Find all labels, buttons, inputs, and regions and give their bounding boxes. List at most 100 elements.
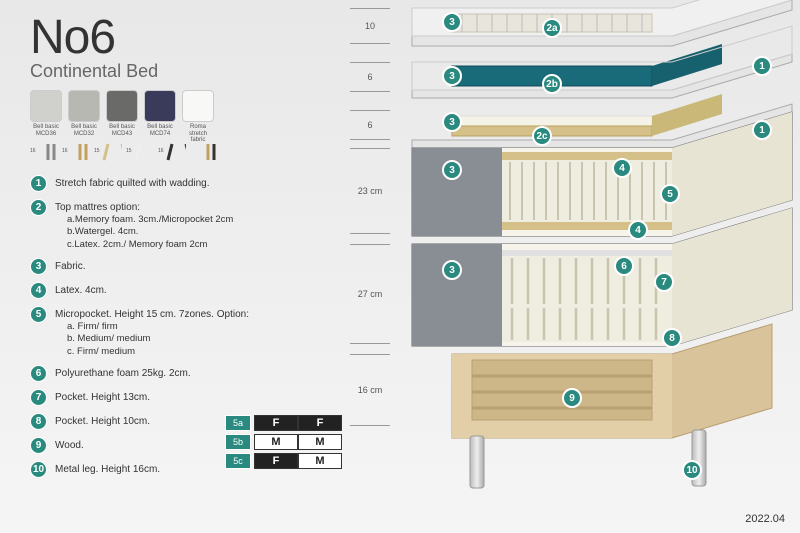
diagram-marker: 3 xyxy=(442,160,462,180)
layer-stack: 32a132b32c134543678910 xyxy=(392,0,800,533)
spec-text: Fabric. xyxy=(55,258,86,275)
height-segment: 10 xyxy=(350,8,390,44)
spec-sub: c.Latex. 2cm./ Memory foam 2cm xyxy=(55,239,233,251)
metal-legs xyxy=(470,430,706,488)
leg-option: 16 xyxy=(62,142,90,164)
swatch-color xyxy=(144,90,176,122)
diagram-marker: 8 xyxy=(662,328,682,348)
swatch-color xyxy=(30,90,62,122)
leg-height: 16 xyxy=(30,148,36,154)
firmness-row: 5aFF xyxy=(225,415,342,431)
diagram-marker: 7 xyxy=(654,272,674,292)
spec-sub: a. Firm/ firm xyxy=(55,321,249,333)
exploded-diagram: 10 6 6 23 cm 27 cm 16 cm xyxy=(350,0,800,533)
spec-item: 6 Polyurethane foam 25kg. 2cm. xyxy=(30,365,310,382)
spec-text: Polyurethane foam 25kg. 2cm. xyxy=(55,365,191,382)
diagram-marker: 1 xyxy=(752,120,772,140)
leg-height: 16 xyxy=(158,148,164,154)
spec-badge: 6 xyxy=(30,365,47,382)
leg-height: 15 xyxy=(126,148,132,154)
firmness-cell: F xyxy=(298,415,342,431)
swatch-label: Bell basic MCD32 xyxy=(68,124,100,137)
leg-icon xyxy=(134,142,154,162)
spec-text: Top mattres option:a.Memory foam. 3cm./M… xyxy=(55,199,233,251)
firmness-cell: M xyxy=(298,434,342,450)
firmness-row: 5cFM xyxy=(225,453,342,469)
height-segment: 6 xyxy=(350,62,390,92)
product-title: No6 xyxy=(30,10,158,65)
swatch-color xyxy=(182,90,214,122)
diagram-marker: 3 xyxy=(442,12,462,32)
leg-icon xyxy=(198,142,218,162)
spec-item: 5 Micropocket. Height 15 cm. 7zones. Opti… xyxy=(30,306,310,358)
spec-text: Stretch fabric quilted with wadding. xyxy=(55,175,210,192)
spec-badge: 8 xyxy=(30,413,47,430)
spec-badge: 10 xyxy=(30,461,47,478)
diagram-marker: 2a xyxy=(542,18,562,38)
height-segment: 6 xyxy=(350,110,390,140)
spec-text: Micropocket. Height 15 cm. 7zones. Optio… xyxy=(55,306,249,358)
firmness-label: 5a xyxy=(225,415,251,431)
spec-text: Pocket. Height 10cm. xyxy=(55,413,150,430)
leg-height: 15 xyxy=(94,148,100,154)
firmness-cell: M xyxy=(254,434,298,450)
leg-icon xyxy=(70,142,90,162)
spec-badge: 5 xyxy=(30,306,47,323)
spec-item: 2 Top mattres option:a.Memory foam. 3cm./… xyxy=(30,199,310,251)
swatch-label: Bell basic MCD43 xyxy=(106,124,138,137)
fabric-swatch: Bell basic MCD74 xyxy=(144,90,176,144)
fabric-swatch: Bell basic MCD36 xyxy=(30,90,62,144)
diagram-marker: 10 xyxy=(682,460,702,480)
spec-item: 1 Stretch fabric quilted with wadding. xyxy=(30,175,310,192)
diagram-marker: 9 xyxy=(562,388,582,408)
firmness-table: 5aFF5bMM5cFM xyxy=(225,415,342,472)
diagram-marker: 4 xyxy=(628,220,648,240)
spec-text: Metal leg. Height 16cm. xyxy=(55,461,160,478)
height-segment: 23 cm xyxy=(350,148,390,234)
diagram-marker: 2b xyxy=(542,74,562,94)
leg-icon xyxy=(166,142,186,162)
firmness-label: 5c xyxy=(225,453,251,469)
swatch-label: Bell basic MCD36 xyxy=(30,124,62,137)
fabric-swatch: Bell basic MCD32 xyxy=(68,90,100,144)
leg-options: 16 16 15 15 16 xyxy=(30,142,218,164)
spec-sub: b. Medium/ medium xyxy=(55,333,249,345)
spec-item: 3 Fabric. xyxy=(30,258,310,275)
title-block: No6 Continental Bed xyxy=(30,10,158,82)
spec-badge: 7 xyxy=(30,389,47,406)
firmness-cell: M xyxy=(298,453,342,469)
height-segment: 27 cm xyxy=(350,244,390,344)
spec-badge: 2 xyxy=(30,199,47,216)
layer-top-a xyxy=(412,0,792,46)
spec-sub: a.Memory foam. 3cm./Micropocket 2cm xyxy=(55,214,233,226)
diagram-marker: 4 xyxy=(612,158,632,178)
diagram-marker: 3 xyxy=(442,112,462,132)
product-subtitle: Continental Bed xyxy=(30,61,158,82)
swatch-color xyxy=(106,90,138,122)
diagram-marker: 2c xyxy=(532,126,552,146)
spec-badge: 3 xyxy=(30,258,47,275)
spec-text: Wood. xyxy=(55,437,84,454)
diagram-marker: 3 xyxy=(442,260,462,280)
swatch-label: Bell basic MCD74 xyxy=(144,124,176,137)
firmness-cell: F xyxy=(254,415,298,431)
diagram-marker: 3 xyxy=(442,66,462,86)
leg-option: 15 xyxy=(94,142,122,164)
spec-badge: 9 xyxy=(30,437,47,454)
firmness-cell: F xyxy=(254,453,298,469)
fabric-swatch: Roma stretch fabric xyxy=(182,90,214,144)
spec-item: 7Pocket. Height 13cm. xyxy=(30,389,310,406)
swatch-color xyxy=(68,90,100,122)
leg-option: 16 xyxy=(30,142,58,164)
spec-text: Latex. 4cm. xyxy=(55,282,107,299)
diagram-marker: 6 xyxy=(614,256,634,276)
fabric-swatch: Bell basic MCD43 xyxy=(106,90,138,144)
spec-sub: c. Firm/ medium xyxy=(55,346,249,358)
spec-badge: 4 xyxy=(30,282,47,299)
leg-height: 16 xyxy=(62,148,68,154)
spec-item: 4 Latex. 4cm. xyxy=(30,282,310,299)
spec-badge: 1 xyxy=(30,175,47,192)
height-segment: 16 cm xyxy=(350,354,390,426)
leg-icon xyxy=(102,142,122,162)
leg-option: 16 xyxy=(158,142,186,164)
